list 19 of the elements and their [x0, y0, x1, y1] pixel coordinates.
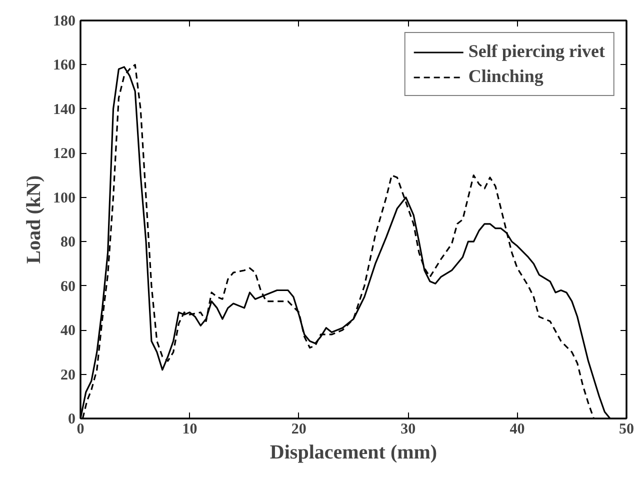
y-axis-title: Load (kN) — [23, 175, 45, 264]
x-tick-label: 10 — [182, 422, 198, 438]
y-tick-label: 140 — [53, 102, 76, 118]
y-tick-label: 180 — [53, 14, 76, 30]
y-tick-label: 160 — [53, 58, 76, 74]
y-tick-label: 20 — [60, 367, 76, 384]
x-axis-title: Displacement (mm) — [270, 442, 438, 464]
y-tick-label: 40 — [60, 323, 76, 340]
y-tick-label: 80 — [60, 234, 76, 251]
legend-label: Clinching — [468, 66, 544, 87]
x-tick-label: 50 — [619, 422, 634, 438]
legend-label: Self piercing rivet — [468, 41, 605, 62]
y-tick-label: 60 — [60, 278, 76, 295]
x-tick-label: 40 — [510, 422, 525, 438]
x-tick-label: 30 — [400, 422, 416, 438]
y-tick-label: 120 — [53, 146, 76, 162]
y-tick-label: 0 — [68, 412, 76, 428]
y-tick-label: 100 — [53, 190, 76, 206]
x-tick-label: 20 — [291, 422, 306, 438]
